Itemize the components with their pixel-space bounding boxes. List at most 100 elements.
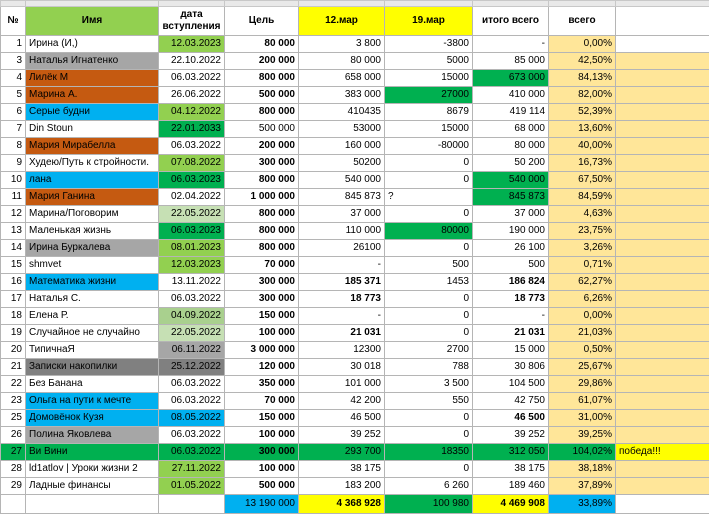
cell-date[interactable]: 06.03.2022 (159, 444, 225, 461)
cell-pct[interactable]: 0,00% (549, 308, 616, 325)
cell-mar19[interactable]: 0 (385, 427, 473, 444)
cell-goal[interactable]: 500 000 (225, 87, 299, 104)
cell-name[interactable]: Полина Яковлева (26, 427, 159, 444)
cell-extra[interactable] (616, 359, 709, 376)
cell-num[interactable]: 13 (1, 223, 26, 240)
cell-num[interactable]: 7 (1, 121, 26, 138)
cell-extra[interactable] (616, 427, 709, 444)
cell-goal[interactable]: 800 000 (225, 104, 299, 121)
cell-mar12[interactable]: 38 175 (299, 461, 385, 478)
cell-pct[interactable]: 0,50% (549, 342, 616, 359)
cell-mar12[interactable]: 383 000 (299, 87, 385, 104)
cell-pct[interactable]: 62,27% (549, 274, 616, 291)
cell-extra[interactable] (616, 155, 709, 172)
cell-goal[interactable]: 800 000 (225, 70, 299, 87)
cell-extra[interactable] (616, 70, 709, 87)
cell-goal[interactable]: 1 000 000 (225, 189, 299, 206)
cell-total[interactable]: 21 031 (473, 325, 549, 342)
cell-mar19[interactable]: 0 (385, 155, 473, 172)
cell-num[interactable]: 11 (1, 189, 26, 206)
cell-num[interactable]: 15 (1, 257, 26, 274)
cell-extra[interactable] (616, 138, 709, 155)
cell-mar19[interactable]: 6 260 (385, 478, 473, 495)
cell-total[interactable]: 673 000 (473, 70, 549, 87)
cell-mar19[interactable]: 0 (385, 172, 473, 189)
cell-goal[interactable]: 200 000 (225, 138, 299, 155)
cell-pct[interactable]: 4,63% (549, 206, 616, 223)
cell-mar12[interactable]: 3 800 (299, 36, 385, 53)
header-mar19[interactable]: 19.мар (385, 7, 473, 36)
cell-total[interactable]: 80 000 (473, 138, 549, 155)
cell-name[interactable]: Марина А. (26, 87, 159, 104)
header-extra[interactable] (616, 7, 709, 36)
cell-goal[interactable]: 800 000 (225, 240, 299, 257)
cell-date[interactable]: 22.01.2033 (159, 121, 225, 138)
cell-mar12[interactable]: 183 200 (299, 478, 385, 495)
cell-name[interactable]: Ви Вини (26, 444, 159, 461)
cell-total[interactable]: 37 000 (473, 206, 549, 223)
cell-extra[interactable]: победа!!! (616, 444, 709, 461)
cell-date[interactable]: 25.12.2022 (159, 359, 225, 376)
cell-num[interactable]: 23 (1, 393, 26, 410)
cell-name[interactable]: Худею/Путь к стройности. (26, 155, 159, 172)
cell-name[interactable]: Наталья Игнатенко (26, 53, 159, 70)
cell-total[interactable]: 38 175 (473, 461, 549, 478)
cell-name[interactable]: Математика жизни (26, 274, 159, 291)
cell-num[interactable]: 1 (1, 36, 26, 53)
cell-extra[interactable] (616, 240, 709, 257)
cell-extra[interactable] (616, 172, 709, 189)
cell-extra[interactable] (616, 478, 709, 495)
cell-date[interactable]: 01.05.2022 (159, 478, 225, 495)
cell-total[interactable]: 42 750 (473, 393, 549, 410)
cell-total[interactable]: 39 252 (473, 427, 549, 444)
cell-total[interactable]: 190 000 (473, 223, 549, 240)
cell-date[interactable]: 06.03.2022 (159, 376, 225, 393)
cell-extra[interactable] (616, 121, 709, 138)
cell-num[interactable]: 18 (1, 308, 26, 325)
cell-date[interactable]: 04.09.2022 (159, 308, 225, 325)
cell-total[interactable]: 18 773 (473, 291, 549, 308)
cell-mar12[interactable]: 185 371 (299, 274, 385, 291)
cell-num[interactable]: 8 (1, 138, 26, 155)
cell-extra[interactable] (616, 308, 709, 325)
cell-num[interactable]: 17 (1, 291, 26, 308)
cell-mar12[interactable]: 42 200 (299, 393, 385, 410)
cell-pct[interactable]: 38,18% (549, 461, 616, 478)
cell-date[interactable]: 22.05.2022 (159, 325, 225, 342)
cell-mar19[interactable]: -80000 (385, 138, 473, 155)
cell-pct[interactable]: 84,59% (549, 189, 616, 206)
cell-date[interactable]: 06.03.2023 (159, 223, 225, 240)
cell-mar19[interactable]: 0 (385, 410, 473, 427)
cell-pct[interactable]: 0,71% (549, 257, 616, 274)
cell-pct[interactable]: 3,26% (549, 240, 616, 257)
cell-extra[interactable] (616, 104, 709, 121)
cell-mar19[interactable]: 18350 (385, 444, 473, 461)
cell-extra[interactable] (616, 223, 709, 240)
total-pct[interactable]: 33,89% (549, 495, 616, 514)
cell-mar19[interactable]: 550 (385, 393, 473, 410)
cell-num[interactable]: 29 (1, 478, 26, 495)
cell-name[interactable]: Без Банана (26, 376, 159, 393)
cell-mar19[interactable]: ? (385, 189, 473, 206)
cell-extra[interactable] (616, 189, 709, 206)
cell-goal[interactable]: 800 000 (225, 223, 299, 240)
cell-name[interactable]: Случайное не случайно (26, 325, 159, 342)
cell-num[interactable]: 3 (1, 53, 26, 70)
cell-total[interactable]: 68 000 (473, 121, 549, 138)
cell-date[interactable]: 22.10.2022 (159, 53, 225, 70)
cell-date[interactable]: 22.05.2022 (159, 206, 225, 223)
cell-total[interactable]: 500 (473, 257, 549, 274)
cell-goal[interactable]: 150 000 (225, 308, 299, 325)
cell-name[interactable]: Din Stoun (26, 121, 159, 138)
cell-extra[interactable] (616, 274, 709, 291)
cell-goal[interactable]: 70 000 (225, 257, 299, 274)
cell-extra[interactable] (616, 257, 709, 274)
cell-num[interactable]: 25 (1, 410, 26, 427)
cell-date[interactable]: 06.03.2022 (159, 393, 225, 410)
cell-mar12[interactable]: 110 000 (299, 223, 385, 240)
cell-date[interactable]: 26.06.2022 (159, 87, 225, 104)
header-mar12[interactable]: 12.мар (299, 7, 385, 36)
cell-extra[interactable] (616, 393, 709, 410)
cell-date[interactable]: 07.08.2022 (159, 155, 225, 172)
cell-extra[interactable] (616, 87, 709, 104)
